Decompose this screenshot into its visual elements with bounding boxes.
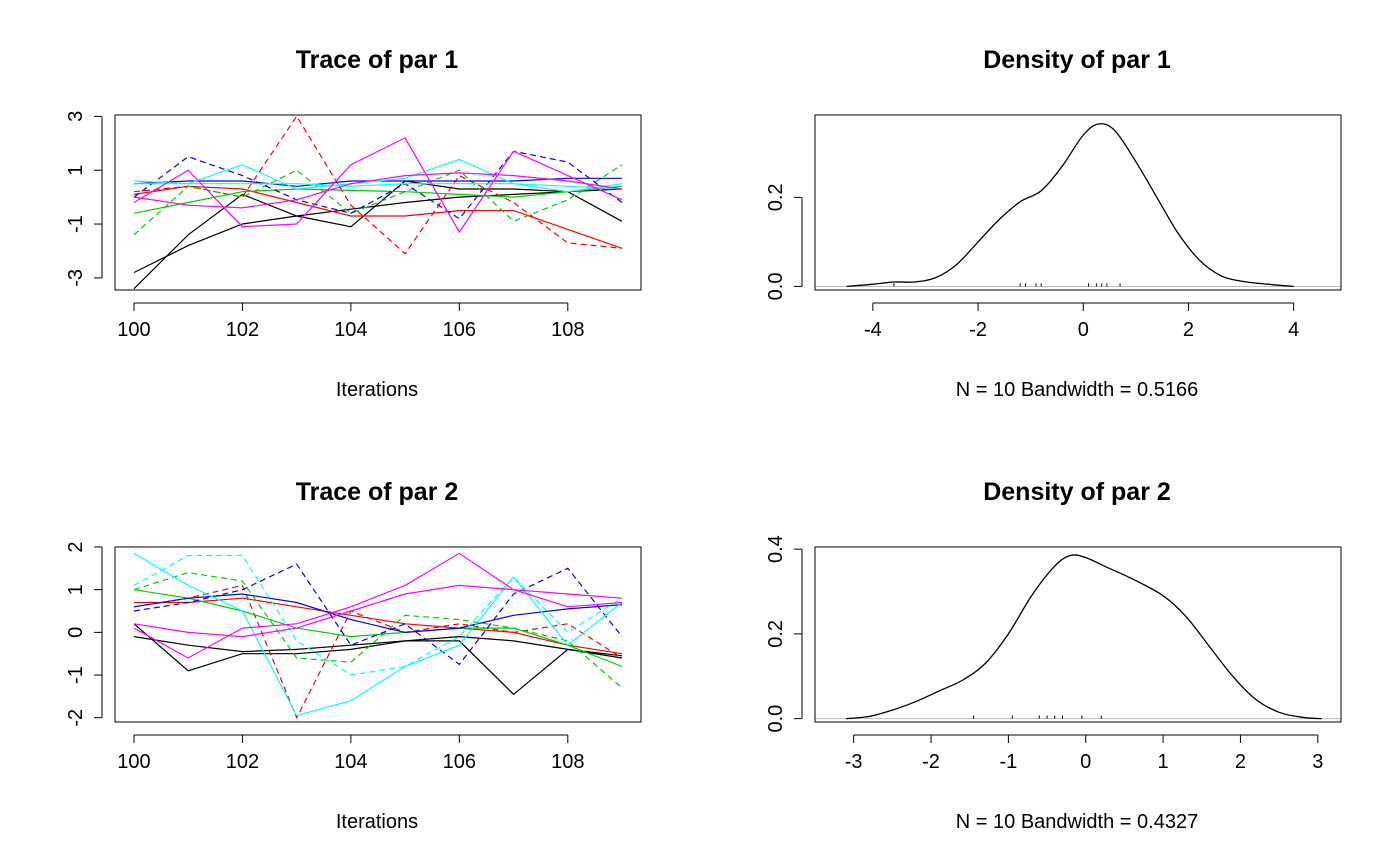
trace-series-5	[133, 571, 623, 689]
trace-par2-xlabel: Iterations	[336, 811, 418, 833]
density-par2-panel: Density of par 2 -3 -2 -1 0 1 2 3 0.0 0.2 0.4 N =…	[765, 478, 1342, 833]
y-tick-label: 0.4	[765, 535, 787, 563]
x-tick-label: 0	[1078, 319, 1089, 341]
x-tick-label: -2	[922, 751, 940, 773]
plot-frame	[814, 114, 1342, 291]
trace-series-2	[133, 635, 623, 657]
trace-series-1	[133, 623, 623, 696]
x-tick-label: 3	[1312, 751, 1323, 773]
trace-series-4	[133, 185, 623, 249]
y-tick-label: 0.0	[765, 273, 787, 301]
x-tick-label: -3	[845, 751, 863, 773]
trace-series-9	[133, 158, 623, 193]
y-tick-label: 2	[65, 541, 87, 552]
trace-series-6	[133, 589, 623, 668]
trace-series-9	[133, 552, 623, 717]
y-tick-label: 1	[65, 584, 87, 595]
x-tick-label: 102	[226, 319, 259, 341]
trace-series-7	[133, 563, 623, 666]
density-par2-title: Density of par 2	[983, 478, 1171, 506]
density-curve	[846, 123, 1294, 288]
x-tick-label: 102	[226, 751, 259, 773]
x-tick-label: 106	[443, 319, 476, 341]
trace-series-4	[134, 597, 623, 655]
density-par1-title: Density of par 1	[983, 46, 1171, 74]
x-tick-label: 2	[1183, 319, 1194, 341]
density-par1-panel: Density of par 1 -4 -2 0 2 4 0.0 0.2 N = 10 Ba…	[765, 46, 1342, 401]
trace-par1-xlabel: Iterations	[336, 379, 418, 401]
trace-par2-title: Trace of par 2	[296, 478, 459, 506]
trace-series-10	[134, 183, 623, 190]
trace-series-5	[133, 164, 623, 236]
x-tick-label: 100	[117, 319, 150, 341]
plot-frame	[114, 114, 642, 291]
trace-series-12	[133, 584, 623, 638]
trace-par1-panel: Trace of par 1 100 102 104 106 108 -3 -1 1 3 Ite…	[65, 46, 642, 401]
x-tick-label: -4	[864, 319, 882, 341]
y-tick-label: 0	[65, 627, 87, 638]
y-tick-label: 3	[65, 111, 87, 122]
y-tick-label: 0.2	[765, 183, 787, 211]
trace-series-2	[133, 188, 623, 274]
x-tick-label: 104	[334, 319, 367, 341]
x-tick-label: 2	[1235, 751, 1246, 773]
plot-frame	[114, 546, 642, 723]
x-tick-label: 1	[1158, 751, 1169, 773]
x-tick-label: 108	[551, 319, 584, 341]
trace-series-6	[133, 185, 623, 214]
y-tick-label: -2	[65, 709, 87, 727]
y-tick-label: 1	[65, 165, 87, 176]
y-tick-label: -3	[65, 269, 87, 287]
x-tick-label: 104	[334, 751, 367, 773]
trace-series-1	[133, 180, 623, 290]
trace-series-12	[133, 172, 623, 209]
y-tick-label: 0.2	[765, 620, 787, 648]
y-tick-label: 0.0	[765, 705, 787, 733]
y-tick-label: -1	[65, 666, 87, 684]
plot-frame	[814, 546, 1342, 723]
trace-series-3	[133, 584, 623, 720]
x-tick-label: -1	[999, 751, 1017, 773]
x-tick-label: 0	[1080, 751, 1091, 773]
x-tick-label: 108	[551, 751, 584, 773]
x-tick-label: 100	[117, 751, 150, 773]
trace-par1-title: Trace of par 1	[296, 46, 459, 74]
density-par2-xlabel: N = 10 Bandwidth = 0.4327	[956, 811, 1198, 833]
trace-series-8	[133, 593, 623, 634]
x-tick-label: 106	[443, 751, 476, 773]
trace-par2-panel: Trace of par 2 100 102 104 106 108 -2 -1 0 1 2 It…	[65, 478, 642, 833]
density-par1-xlabel: N = 10 Bandwidth = 0.5166	[956, 379, 1198, 401]
trace-series-10	[133, 554, 623, 676]
trace-series-11	[133, 137, 623, 234]
density-curve	[845, 554, 1322, 720]
trace-series-11	[133, 552, 623, 659]
x-tick-label: 4	[1288, 319, 1299, 341]
x-tick-label: -2	[969, 319, 987, 341]
y-tick-label: -1	[65, 215, 87, 233]
trace-series-7	[133, 150, 623, 220]
